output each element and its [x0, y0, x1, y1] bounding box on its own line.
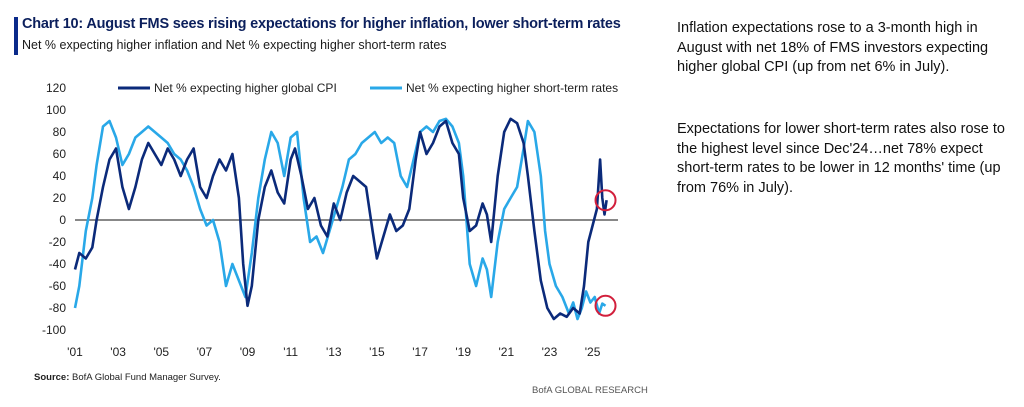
cpi-series-line [73, 117, 608, 321]
x-tick-label: '25 [585, 345, 601, 359]
commentary-paragraph-2: Expectations for lower short-term rates … [677, 121, 1005, 196]
rates-series-line [73, 117, 607, 321]
legend-label: Net % expecting higher short-term rates [406, 81, 618, 95]
source-text: BofA Global Fund Manager Survey. [72, 372, 221, 383]
y-tick-label: 60 [53, 147, 67, 161]
y-tick-label: -60 [49, 279, 67, 293]
y-tick-label: -40 [49, 257, 67, 271]
chart-subtitle: Net % expecting higher inflation and Net… [22, 38, 447, 52]
x-tick-label: '05 [153, 345, 169, 359]
y-tick-label: 40 [53, 169, 67, 183]
x-tick-label: '01 [67, 345, 83, 359]
source-label: Source: [34, 372, 70, 383]
x-tick-label: '11 [283, 345, 298, 359]
x-tick-label: '09 [240, 345, 256, 359]
title-accent-bar [14, 17, 18, 55]
x-tick-label: '03 [110, 345, 126, 359]
chart-plot: -100 -80 -60 -40 -20 0 20 40 60 80 100 120 '01 '03 '05… [42, 81, 618, 359]
commentary-paragraph-1: Inflation expectations rose to a 3-month… [677, 20, 989, 75]
x-tick-label: '21 [499, 345, 515, 359]
legend-label: Net % expecting higher global CPI [154, 81, 337, 95]
x-tick-label: '07 [197, 345, 213, 359]
y-tick-label: 120 [46, 81, 66, 95]
brand-footer: BofA GLOBAL RESEARCH [532, 385, 648, 396]
x-tick-label: '17 [412, 345, 428, 359]
y-tick-label: 0 [59, 213, 66, 227]
rates-latest-highlight-circle [594, 294, 617, 317]
y-tick-label: -20 [49, 235, 67, 249]
x-tick-label: '13 [326, 345, 342, 359]
x-tick-label: '19 [455, 345, 471, 359]
x-tick-label: '23 [542, 345, 558, 359]
y-tick-label: 80 [53, 125, 67, 139]
y-tick-label: -80 [49, 301, 67, 315]
x-tick-label: '15 [369, 345, 385, 359]
y-tick-label: 20 [53, 191, 67, 205]
chart-title: Chart 10: August FMS sees rising expecta… [22, 16, 621, 32]
cpi-latest-highlight-circle [594, 189, 617, 212]
y-tick-label: 100 [46, 103, 66, 117]
source-note: Source: BofA Global Fund Manager Survey. [34, 372, 221, 383]
y-tick-label: -100 [42, 323, 66, 337]
